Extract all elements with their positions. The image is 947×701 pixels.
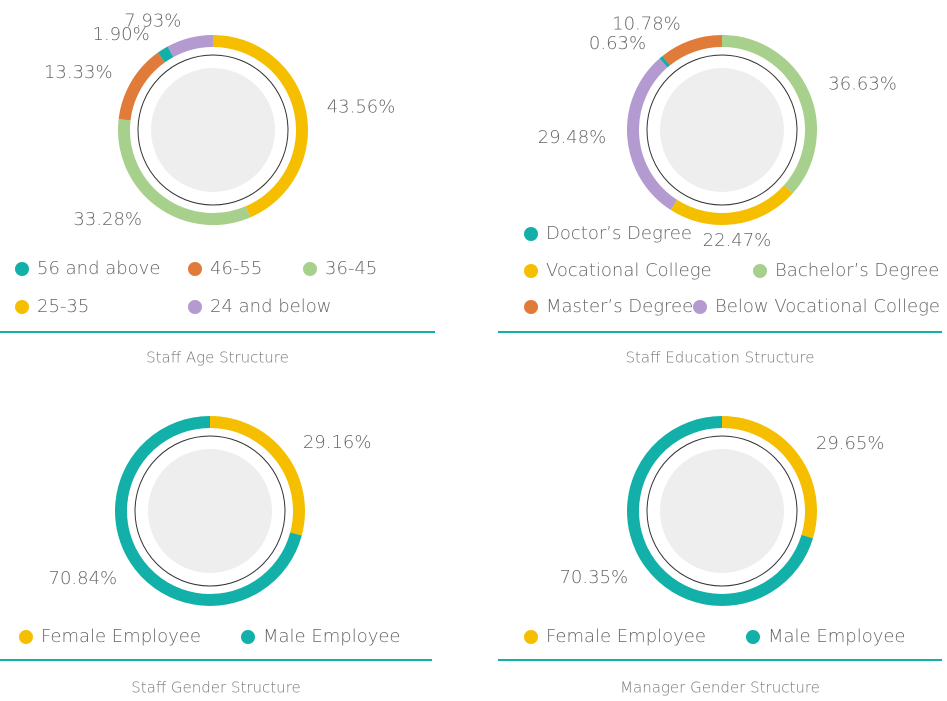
chart-title: Staff Age Structure [146,349,289,367]
legend-marker [188,262,202,276]
value-label: 33.28% [73,209,142,230]
value-label: 0.63% [589,33,646,54]
legend-marker [15,300,29,314]
legend-marker [524,227,538,241]
legend-label: Male Employee [768,626,906,647]
legend-label: 24 and below [210,296,331,317]
legend-label: Vocational College [546,260,712,281]
donut-segment [627,416,813,606]
value-label: 22.47% [703,230,772,251]
legend-marker [693,300,707,314]
center-disc [151,68,275,192]
inner-ring [134,435,286,587]
legend-marker [746,630,760,644]
value-label: 7.93% [124,10,181,31]
value-label: 43.56% [327,96,396,117]
chart-title: Staff Gender Structure [131,679,301,697]
legend-label: 25-35 [37,296,89,317]
legend-label: Male Employee [263,626,401,647]
value-label: 70.35% [559,567,628,588]
inner-ring [646,435,798,587]
donut-segment [670,185,793,225]
value-label: 1.90% [93,24,150,45]
center-disc [660,449,784,573]
legend-label: Bachelor’s Degree [775,260,939,281]
center-disc [660,68,784,192]
legend-marker [524,264,538,278]
donut-segment [212,35,308,218]
value-label: 29.16% [303,432,372,453]
donut-segment [627,58,678,210]
donut-segment [721,35,817,194]
value-label: 70.84% [49,568,118,589]
legend-marker [188,300,202,314]
center-disc [148,449,272,573]
donut-segment [662,35,723,66]
legend-marker [524,300,538,314]
value-label: 36.63% [828,73,897,94]
legend-label: 36-45 [325,258,377,279]
value-label: 29.48% [538,127,607,148]
legend-label: 56 and above [37,258,160,279]
donut-segment [118,52,166,121]
donut-segment [209,416,305,536]
legend-label: Master’s Degree [546,296,693,317]
donut-segment [115,416,302,606]
chart-title: Manager Gender Structure [620,679,820,697]
legend-label: Below Vocational College [715,296,940,317]
value-label: 29.65% [816,433,885,454]
donut-segment [659,55,670,68]
value-label: 10.78% [612,13,681,34]
legend-marker [753,264,767,278]
legend-marker [15,262,29,276]
legend-label: Female Employee [41,626,201,647]
donut-segment [157,46,174,63]
legend-marker [19,630,33,644]
legend-label: Doctor’s Degree [546,223,692,244]
donut-segment [167,35,214,58]
inner-ring [646,54,798,206]
inner-ring [137,54,289,206]
legend-label: 46-55 [210,258,262,279]
legend-label: Female Employee [546,626,706,647]
legend-marker [524,630,538,644]
value-label: 13.33% [44,62,113,83]
legend-marker [303,262,317,276]
legend-marker [241,630,255,644]
chart-title: Staff Education Structure [626,349,815,367]
donut-segment [118,119,251,225]
donut-segment [721,416,817,539]
